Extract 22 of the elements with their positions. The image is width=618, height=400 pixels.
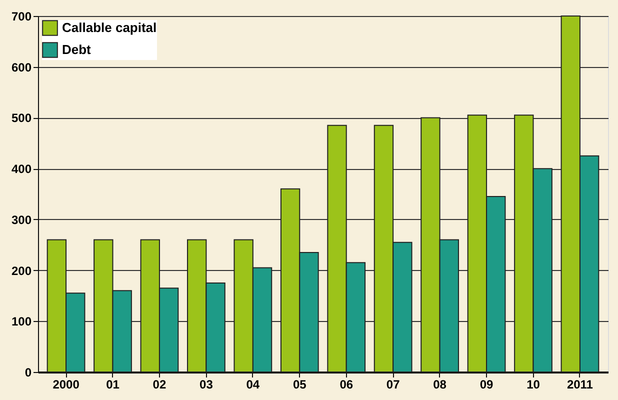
x-tick-label: 05 bbox=[292, 378, 307, 392]
y-tick-label: 500 bbox=[11, 111, 32, 126]
x-tick-label: 02 bbox=[152, 378, 166, 392]
x-tick-label: 2000 bbox=[52, 378, 80, 392]
x-tick-label: 03 bbox=[200, 378, 214, 392]
x-tick-label: 01 bbox=[106, 378, 120, 392]
y-tick-label: 600 bbox=[11, 60, 32, 74]
legend-label: Callable capital bbox=[62, 20, 157, 35]
x-tick-label: 10 bbox=[526, 378, 540, 392]
y-tick-label: 300 bbox=[11, 212, 32, 227]
x-tick-label: 09 bbox=[480, 378, 494, 392]
x-tick-label: 08 bbox=[433, 378, 447, 392]
y-tick-label: 400 bbox=[11, 162, 32, 176]
x-tick-label: 07 bbox=[386, 378, 400, 392]
x-tick-label: 04 bbox=[246, 378, 260, 392]
x-tick-label: 2011 bbox=[566, 378, 594, 392]
x-tick-label: 06 bbox=[340, 378, 354, 392]
legend-label: Debt bbox=[62, 42, 92, 57]
y-tick-label: 700 bbox=[11, 10, 32, 24]
y-tick-label: 100 bbox=[11, 314, 32, 329]
y-tick-label: 200 bbox=[11, 264, 32, 278]
y-tick-label: 0 bbox=[24, 366, 32, 380]
